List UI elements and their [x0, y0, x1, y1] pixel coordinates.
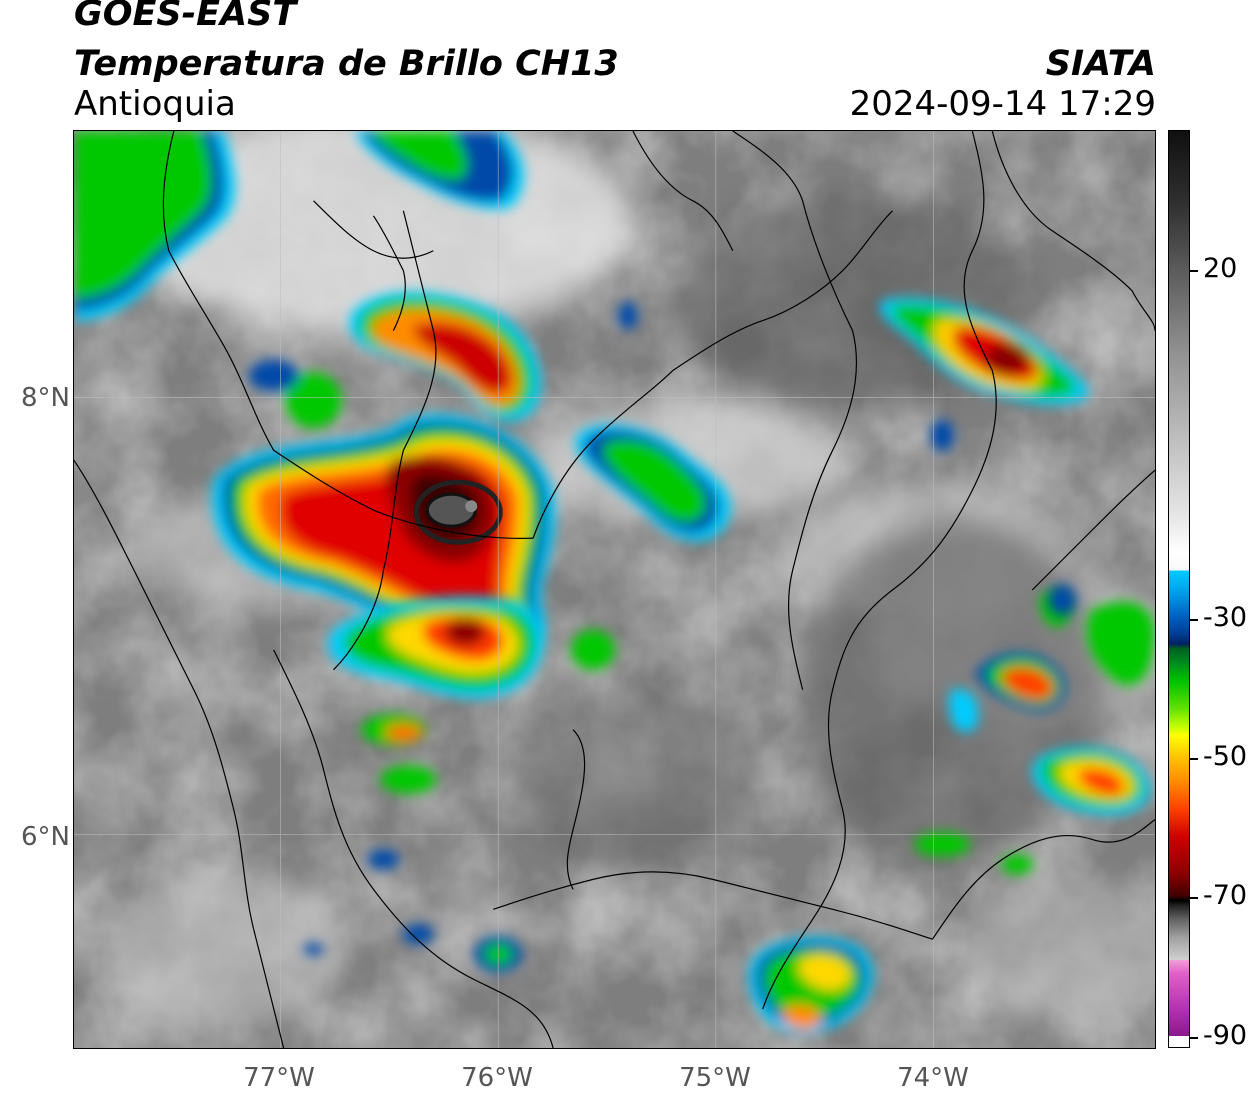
storm-cell-east-mid [949, 591, 1155, 733]
storm-cell-north [353, 131, 525, 210]
lat-label-8n: 8°N [21, 383, 70, 413]
lon-label-76w: 76°W [461, 1063, 533, 1093]
lat-label-6n: 6°N [21, 822, 70, 852]
graticule [74, 131, 1155, 1048]
colorbar-label-20: 20 [1203, 253, 1238, 284]
colorbar-label-minus30: -30 [1203, 602, 1248, 633]
lon-label-75w: 75°W [679, 1063, 751, 1093]
colorbar-label-minus90: -90 [1203, 1020, 1248, 1051]
colorbar-label-minus50: -50 [1203, 741, 1248, 772]
storm-cell-central-east [575, 424, 731, 542]
lon-label-77w: 77°W [243, 1063, 315, 1093]
storm-cell-east-north [879, 298, 1089, 405]
organization-label: SIATA [1045, 44, 1156, 84]
lon-label-74w: 74°W [897, 1063, 969, 1093]
storm-cells [74, 131, 1155, 1033]
colorbar [1168, 130, 1190, 1048]
cold-core [413, 479, 503, 545]
region-title: Antioquia [74, 84, 236, 124]
storm-cell-south-central [328, 596, 544, 699]
administrative-borders [74, 131, 1155, 1048]
storm-cell-south [748, 936, 874, 1033]
storm-cell-north-uraba [349, 291, 541, 422]
satellite-title: GOES-EAST [74, 0, 297, 34]
satellite-map[interactable] [74, 131, 1155, 1048]
small-cells [248, 301, 1077, 973]
datetime-label: 2024-09-14 17:29 [849, 84, 1156, 124]
colorbar-label-minus70: -70 [1203, 880, 1248, 911]
product-title: Temperatura de Brillo CH13 [74, 44, 619, 84]
map-frame[interactable] [73, 130, 1156, 1049]
background-temperature [74, 131, 1155, 1048]
storm-cell-southeast [1032, 747, 1151, 815]
storm-cell-northwest [74, 131, 236, 321]
